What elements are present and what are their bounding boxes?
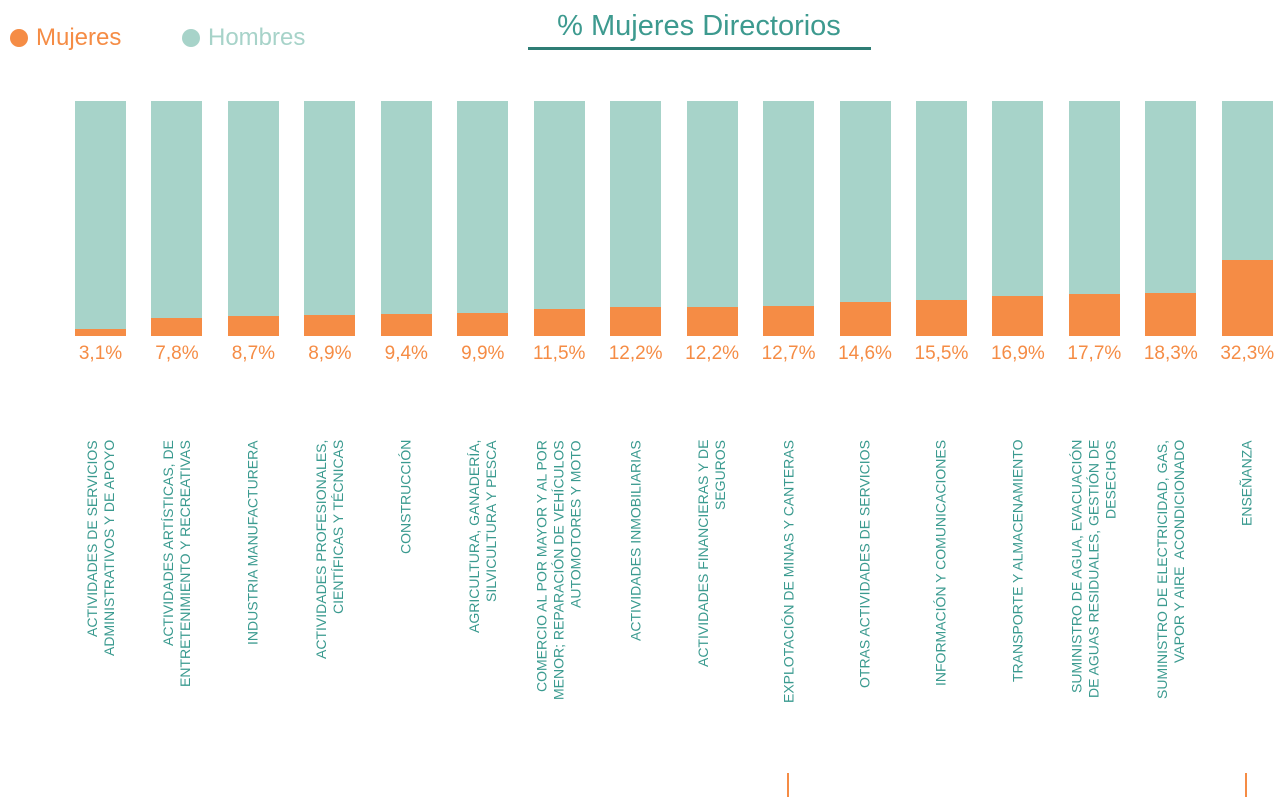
value-label: 12,2% [608, 343, 663, 364]
value-label: 12,7% [761, 343, 816, 364]
decoration [1245, 773, 1247, 797]
value-label: 8,7% [231, 343, 276, 364]
bar-segment [763, 101, 815, 307]
category-label: ACTIVIDADES ARTÍSTICAS, DE ENTRETENIMIEN… [159, 440, 193, 687]
bar-segment [380, 101, 432, 314]
value-label: 9,9% [461, 343, 505, 364]
bar-segment [151, 101, 203, 318]
category-label: INFORMACIÓN Y COMUNICACIONES [932, 440, 949, 687]
bar-segment [610, 101, 662, 308]
bar-segment [763, 306, 815, 336]
bar-segment [1145, 292, 1197, 336]
bar-segment [304, 101, 356, 316]
bar-segment [457, 312, 509, 336]
title-underline [528, 47, 871, 50]
value-label: 16,9% [990, 343, 1045, 364]
legend-label: Hombres [208, 24, 306, 51]
bar-segment [992, 101, 1044, 297]
category-label: OTRAS ACTIVIDADES DE SERVICIOS [856, 440, 873, 688]
decoration [787, 773, 789, 797]
category-label: EXPLOTACIÓN DE MINAS Y CANTERAS [780, 440, 797, 703]
legend-label: Mujeres [36, 24, 122, 51]
bar-segment [610, 307, 662, 336]
bar-segment [533, 101, 585, 309]
bar-segment [915, 299, 967, 336]
bar-segment [839, 101, 891, 302]
legend-marker [182, 29, 200, 47]
category-label: ACTIVIDADES FINANCIERAS Y DE SEGUROS [695, 440, 729, 668]
bar-segment [1221, 101, 1273, 261]
value-label: 15,5% [914, 343, 969, 364]
category-label: CONSTRUCCIÓN [397, 440, 414, 555]
value-label: 12,2% [685, 343, 740, 364]
category-label: ACTIVIDADES DE SERVICIOS ADMINISTRATIVOS… [83, 440, 117, 657]
chart-title: % Mujeres Directorios [557, 10, 841, 42]
value-label: 8,9% [308, 343, 352, 364]
bar-segment [915, 101, 967, 300]
bar-segment [533, 308, 585, 336]
category-label: ACTIVIDADES INMOBILIARIAS [627, 440, 644, 641]
value-label: 7,8% [155, 343, 199, 364]
category-label: SUMINISTRO DE AGUA, EVACUACIÓN DE AGUAS … [1068, 440, 1119, 699]
bar-segment [75, 101, 126, 329]
value-label: 18,3% [1143, 343, 1198, 364]
category-label: COMERCIO AL POR MAYOR Y AL POR MENOR; RE… [533, 440, 584, 700]
bar-segment [992, 296, 1044, 336]
bar-segment [151, 317, 203, 336]
bar-segment [1068, 101, 1120, 295]
bar-segment [227, 315, 279, 336]
bar-segment [380, 313, 432, 336]
bar-segment [1068, 294, 1120, 336]
category-label: ENSEÑANZA [1238, 440, 1255, 526]
value-label: 14,6% [838, 343, 892, 364]
category-label: ACTIVIDADES PROFESIONALES, CIENTÍFICAS Y… [312, 440, 346, 660]
value-label: 9,4% [384, 343, 428, 364]
value-label: 3,1% [78, 343, 123, 364]
bar-segment [457, 101, 509, 313]
bar-segment [227, 101, 279, 316]
value-label: 32,3% [1220, 343, 1275, 364]
legend-marker [10, 29, 28, 47]
bar-segment [75, 328, 126, 336]
category-label: INDUSTRIA MANUFACTURERA [244, 440, 261, 645]
bar-segment [1221, 260, 1273, 336]
category-label: TRANSPORTE Y ALMACENAMIENTO [1009, 440, 1026, 683]
category-label: SUMINISTRO DE ELECTRICIDAD, GAS, VAPOR Y… [1153, 440, 1187, 700]
bar-segment [1145, 101, 1197, 293]
value-label: 17,7% [1067, 343, 1122, 364]
value-label: 11,5% [532, 343, 586, 364]
bar-segment [686, 307, 738, 336]
category-label: AGRICULTURA, GANADERÍA, SILVICULTURA Y P… [465, 440, 499, 634]
bar-segment [839, 301, 891, 336]
bar-segment [686, 101, 738, 308]
bar-segment [304, 315, 356, 336]
